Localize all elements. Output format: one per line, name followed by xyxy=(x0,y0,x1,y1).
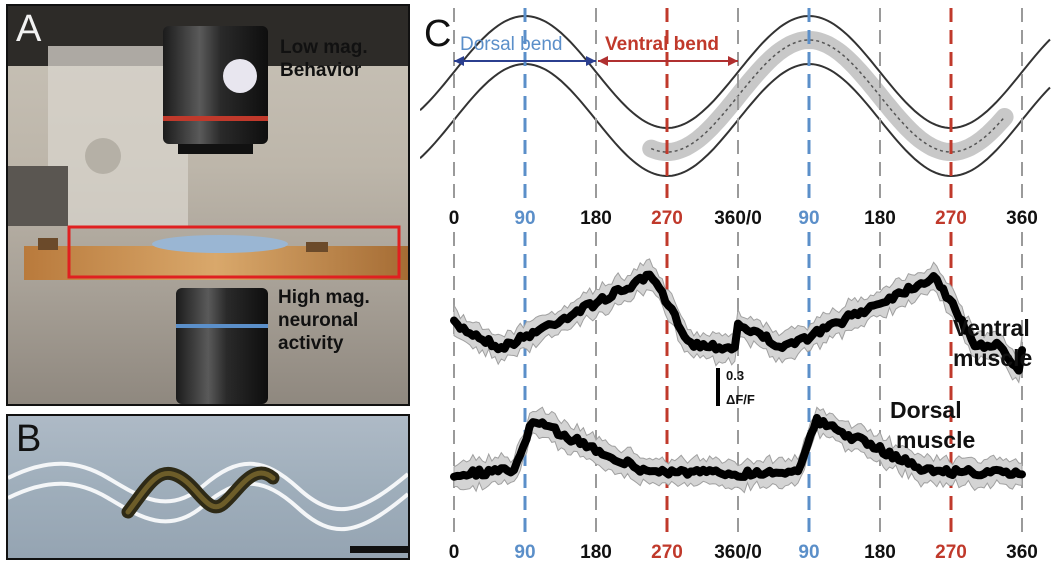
phase-tick-label: 360/0 xyxy=(714,542,762,563)
phase-tick-label: 360/0 xyxy=(714,208,762,229)
phase-tick-label: 180 xyxy=(864,542,896,563)
scale-value: 0.3 xyxy=(726,368,744,383)
phase-tick-label: 360 xyxy=(1006,208,1038,229)
phase-tick-label: 90 xyxy=(798,208,819,229)
dorsal-arrow-head-right xyxy=(586,56,596,66)
panel-c-figure: C Dorsal bend Ventral bend 0 90 180 270 360/… xyxy=(420,0,1051,565)
phase-tick-label: 270 xyxy=(935,208,967,229)
panel-letter-a: A xyxy=(16,8,42,50)
phase-tick-label: 90 xyxy=(798,542,819,563)
lower-objective xyxy=(176,288,268,404)
left-block xyxy=(8,166,68,226)
high-mag-line-1: High mag. xyxy=(278,287,370,308)
low-mag-line-1: Low mag. xyxy=(280,37,368,58)
panel-b-micrograph: B xyxy=(6,414,410,560)
panel-a-photo: A Low mag. Behavior High mag. neuronal a… xyxy=(6,4,410,406)
phase-tick-label: 180 xyxy=(864,208,896,229)
scale-bar xyxy=(350,546,408,553)
plate-clip xyxy=(38,238,58,250)
objective-blue-ring xyxy=(176,324,268,328)
ventral-arrow-head-right xyxy=(728,56,738,66)
phase-tick-row-bottom: 0 90 180 270 360/0 90 180 270 360 xyxy=(449,542,1038,563)
objective-red-ring xyxy=(163,116,268,121)
high-mag-line-2: neuronal xyxy=(278,310,359,331)
ventral-muscle-label-1: Ventral xyxy=(953,315,1030,341)
upper-objective xyxy=(163,26,268,144)
frame-hole xyxy=(85,138,121,174)
phase-tick-label: 180 xyxy=(580,542,612,563)
dorsal-arrow-head-left xyxy=(454,56,464,66)
phase-tick-label: 360 xyxy=(1006,542,1038,563)
microscope-photo xyxy=(8,6,408,404)
phase-tick-label: 90 xyxy=(514,208,535,229)
objective-tip xyxy=(178,144,253,154)
panel-letter-b: B xyxy=(16,418,42,460)
dorsal-muscle-label-1: Dorsal xyxy=(890,397,962,423)
panel-letter-c: C xyxy=(424,13,451,55)
phase-tick-label: 270 xyxy=(935,542,967,563)
phase-tick-label: 0 xyxy=(449,542,460,563)
worm-texture xyxy=(650,39,1006,153)
scale-unit: ΔF/F xyxy=(726,392,755,407)
phase-tick-label: 0 xyxy=(449,208,460,229)
channel-micrograph xyxy=(8,461,408,553)
phase-tick-label: 270 xyxy=(651,208,683,229)
dff-scale-bar xyxy=(716,368,720,406)
phase-activity-plot: C Dorsal bend Ventral bend 0 90 180 270 360/… xyxy=(420,8,1051,563)
low-mag-line-2: Behavior xyxy=(280,60,362,81)
phase-tick-label: 270 xyxy=(651,542,683,563)
phase-guide-lines xyxy=(453,8,1023,538)
phase-tick-row-top: 0 90 180 270 360/0 90 180 270 360 xyxy=(449,208,1038,229)
low-mag-label: Low mag. Behavior xyxy=(280,36,368,82)
highlight-box xyxy=(67,225,401,279)
ventral-bend-label: Ventral bend xyxy=(605,34,719,55)
ventral-muscle-label-2: muscle xyxy=(953,345,1032,371)
dorsal-muscle-label-2: muscle xyxy=(896,427,975,453)
ventral-muscle-trace xyxy=(450,270,1026,375)
high-mag-line-3: activity xyxy=(278,333,344,354)
plate-clip xyxy=(306,242,328,252)
dorsal-bend-label: Dorsal bend xyxy=(460,34,562,55)
objective-sticker xyxy=(223,59,257,93)
phase-tick-label: 180 xyxy=(580,208,612,229)
ventral-arrow-head-left xyxy=(598,56,608,66)
high-mag-label: High mag. neuronal activity xyxy=(278,286,370,355)
sample-dish xyxy=(152,235,288,253)
dorsal-muscle-trace xyxy=(450,413,1026,481)
phase-tick-label: 90 xyxy=(514,542,535,563)
